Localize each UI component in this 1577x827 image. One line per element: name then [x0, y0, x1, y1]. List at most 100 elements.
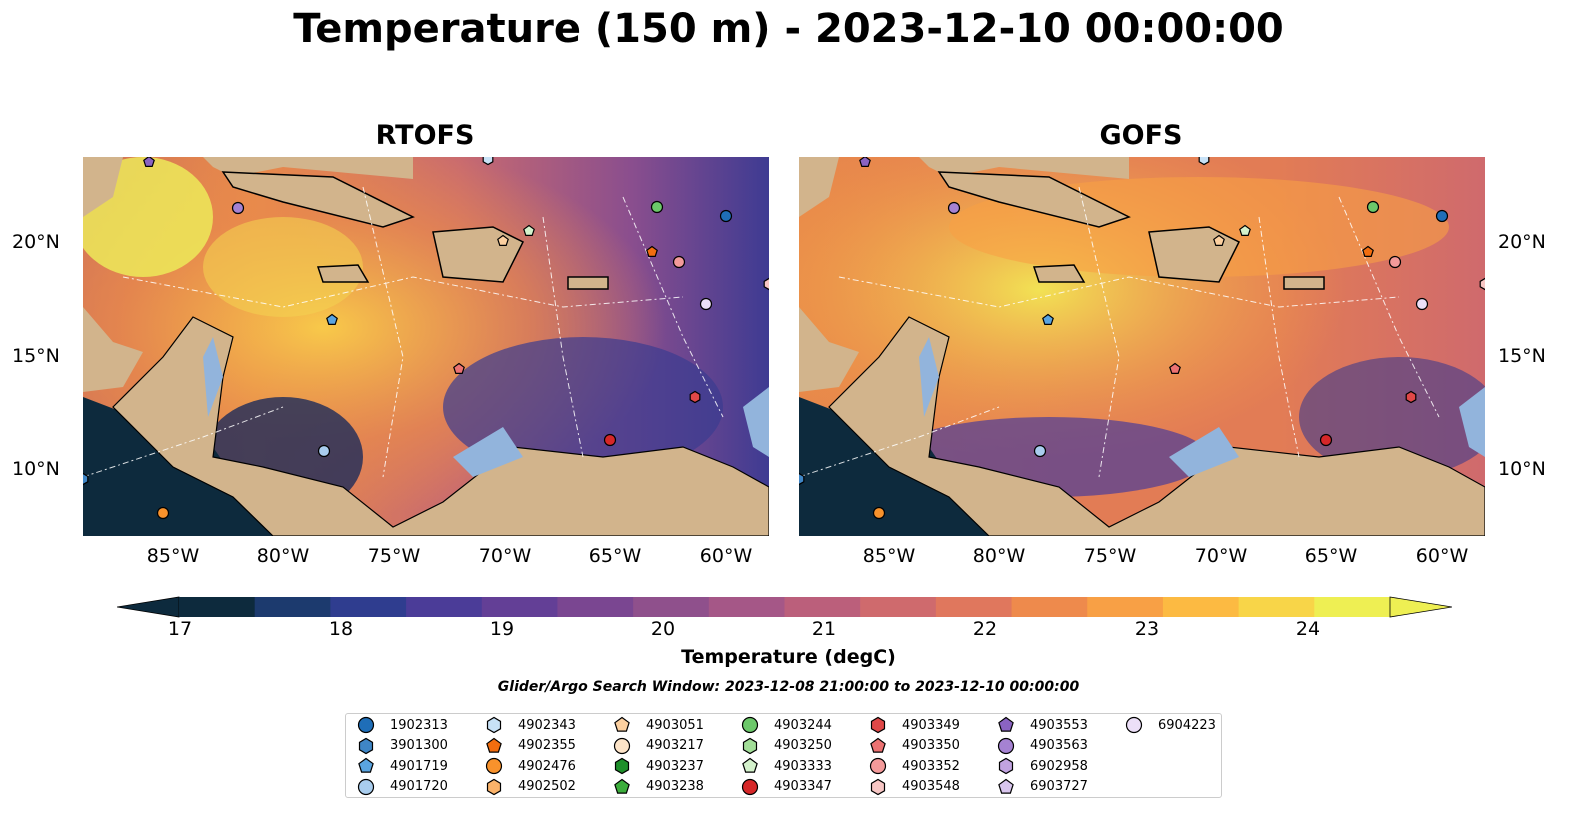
legend-entry-label: 1902313	[390, 717, 448, 733]
legend-entry: 4903350	[868, 736, 960, 756]
legend-entry: 4903333	[740, 756, 832, 776]
colorbar-cell	[406, 597, 483, 617]
legend-marker-icon	[613, 737, 631, 754]
float-marker-4903553	[859, 157, 871, 167]
gofs-lon-tick-label: 70°W	[1194, 545, 1248, 567]
colorbar-tick-label: 24	[1295, 618, 1321, 640]
colorbar-cell	[935, 597, 1013, 617]
gofs-lon-tick-label: 80°W	[972, 545, 1026, 567]
legend-entry-label: 4903333	[774, 758, 832, 774]
float-marker-4903553	[143, 157, 155, 167]
colorbar-tick-label: 20	[650, 618, 676, 640]
colorbar-tick-label: 17	[167, 618, 193, 640]
legend-marker-icon	[998, 716, 1014, 732]
gofs-lon-tick-label: 75°W	[1083, 545, 1137, 567]
legend-marker-icon	[614, 716, 630, 732]
colorbar-tick-label: 23	[1134, 618, 1160, 640]
colorbar-cell	[330, 597, 407, 617]
float-marker-4903347	[1319, 433, 1333, 447]
legend-entry-label: 4903237	[646, 758, 704, 774]
legend-entry: 4903352	[868, 756, 960, 776]
legend-entry: 4903244	[740, 715, 832, 735]
legend-marker-icon	[486, 778, 502, 795]
float-marker-4902355	[646, 245, 658, 257]
left-lat-tick-label: 10°N	[12, 458, 60, 480]
legend-marker-icon	[358, 737, 374, 754]
legend-entry: 1902313	[356, 715, 448, 735]
rtofs-lon-tick-label: 80°W	[256, 545, 310, 567]
panel-title-gofs: GOFS	[1099, 120, 1183, 151]
float-marker-4901720	[317, 444, 331, 458]
legend-entry-label: 4903217	[646, 738, 704, 753]
float-marker-6904223	[1415, 297, 1429, 311]
float-marker-4902476	[872, 506, 886, 520]
legend-entry: 6903727	[996, 777, 1088, 797]
legend-marker-icon	[742, 737, 758, 754]
search-window-text: Glider/Argo Search Window: 2023-12-08 21…	[497, 679, 1080, 695]
legend-marker-icon	[998, 757, 1014, 775]
float-marker-4901719	[1042, 313, 1054, 325]
float-marker-4903349	[689, 390, 701, 404]
colorbar-tick-label: 19	[489, 618, 515, 640]
colorbar-cell	[557, 597, 634, 617]
legend-entry-label: 4902355	[518, 738, 576, 753]
float-marker-4903350	[1169, 362, 1181, 374]
legend-entry: 6904223	[1124, 715, 1216, 735]
float-marker-4903244	[650, 200, 664, 214]
legend-entry-label: 4903347	[774, 779, 832, 794]
legend-entry: 4902476	[484, 756, 576, 776]
right-lat-tick-label: 10°N	[1498, 458, 1546, 480]
float-marker-4903548	[763, 277, 769, 291]
legend-marker-icon	[741, 716, 759, 734]
colorbar-cell	[179, 597, 256, 617]
map-panel-gofs	[799, 157, 1485, 536]
legend-entry-label: 4903250	[774, 738, 832, 753]
float-marker-4902476	[156, 506, 170, 520]
legend-entry-label: 4902502	[518, 779, 576, 794]
legend-entry: 6902958	[996, 756, 1088, 776]
legend-entry-label: 6902958	[1030, 758, 1088, 774]
float-marker-1902313	[719, 209, 733, 223]
float-marker-4903333	[523, 224, 535, 236]
legend-marker-icon	[997, 737, 1015, 754]
legend-marker-icon	[870, 737, 886, 753]
colorbar-cell	[784, 597, 861, 617]
legend-entry-label: 6904223	[1158, 717, 1216, 733]
rtofs-lon-tick-label: 60°W	[699, 545, 753, 567]
colorbar-tick-label: 21	[811, 618, 837, 640]
float-marker-4903333	[1239, 224, 1251, 236]
legend-entry: 4903250	[740, 736, 832, 756]
gofs-lon-tick-label: 60°W	[1415, 545, 1469, 567]
legend-entry-label: 4901720	[390, 779, 448, 794]
legend-entry: 4902343	[484, 715, 576, 735]
legend-entry-label: 4903350	[902, 738, 960, 753]
legend-entry-label: 4902343	[518, 717, 576, 733]
colorbar-cell	[1238, 597, 1315, 617]
legend-marker-icon	[741, 778, 759, 795]
legend-entry: 3901300	[356, 736, 448, 756]
float-marker-4903548	[1479, 277, 1485, 291]
legend-marker-icon	[357, 778, 375, 795]
legend-marker-icon	[998, 778, 1014, 794]
legend-marker-icon	[869, 757, 887, 775]
float-marker-4903563	[947, 201, 961, 215]
legend-entry: 4903347	[740, 777, 832, 797]
legend-entry: 4903237	[612, 756, 704, 776]
legend-entry-label: 4903563	[1030, 738, 1088, 753]
colorbar	[117, 596, 1452, 618]
legend-entry: 4901720	[356, 777, 448, 797]
legend-entry-label: 6903727	[1030, 779, 1088, 794]
legend-entry-label: 4903548	[902, 779, 960, 794]
float-marker-3901300	[799, 472, 805, 486]
legend-entry: 4902355	[484, 736, 576, 756]
legend-entry: 4903563	[996, 736, 1088, 756]
legend-marker-icon	[742, 757, 758, 773]
float-marker-4901720	[1033, 444, 1047, 458]
colorbar-extend-low	[117, 596, 180, 618]
legend-marker-icon	[614, 757, 630, 775]
legend-marker-icon	[486, 716, 502, 734]
float-marker-1902313	[1435, 209, 1449, 223]
legend-entry: 4902502	[484, 777, 576, 797]
colorbar-cell	[481, 597, 558, 617]
colorbar-tick-label: 22	[972, 618, 998, 640]
